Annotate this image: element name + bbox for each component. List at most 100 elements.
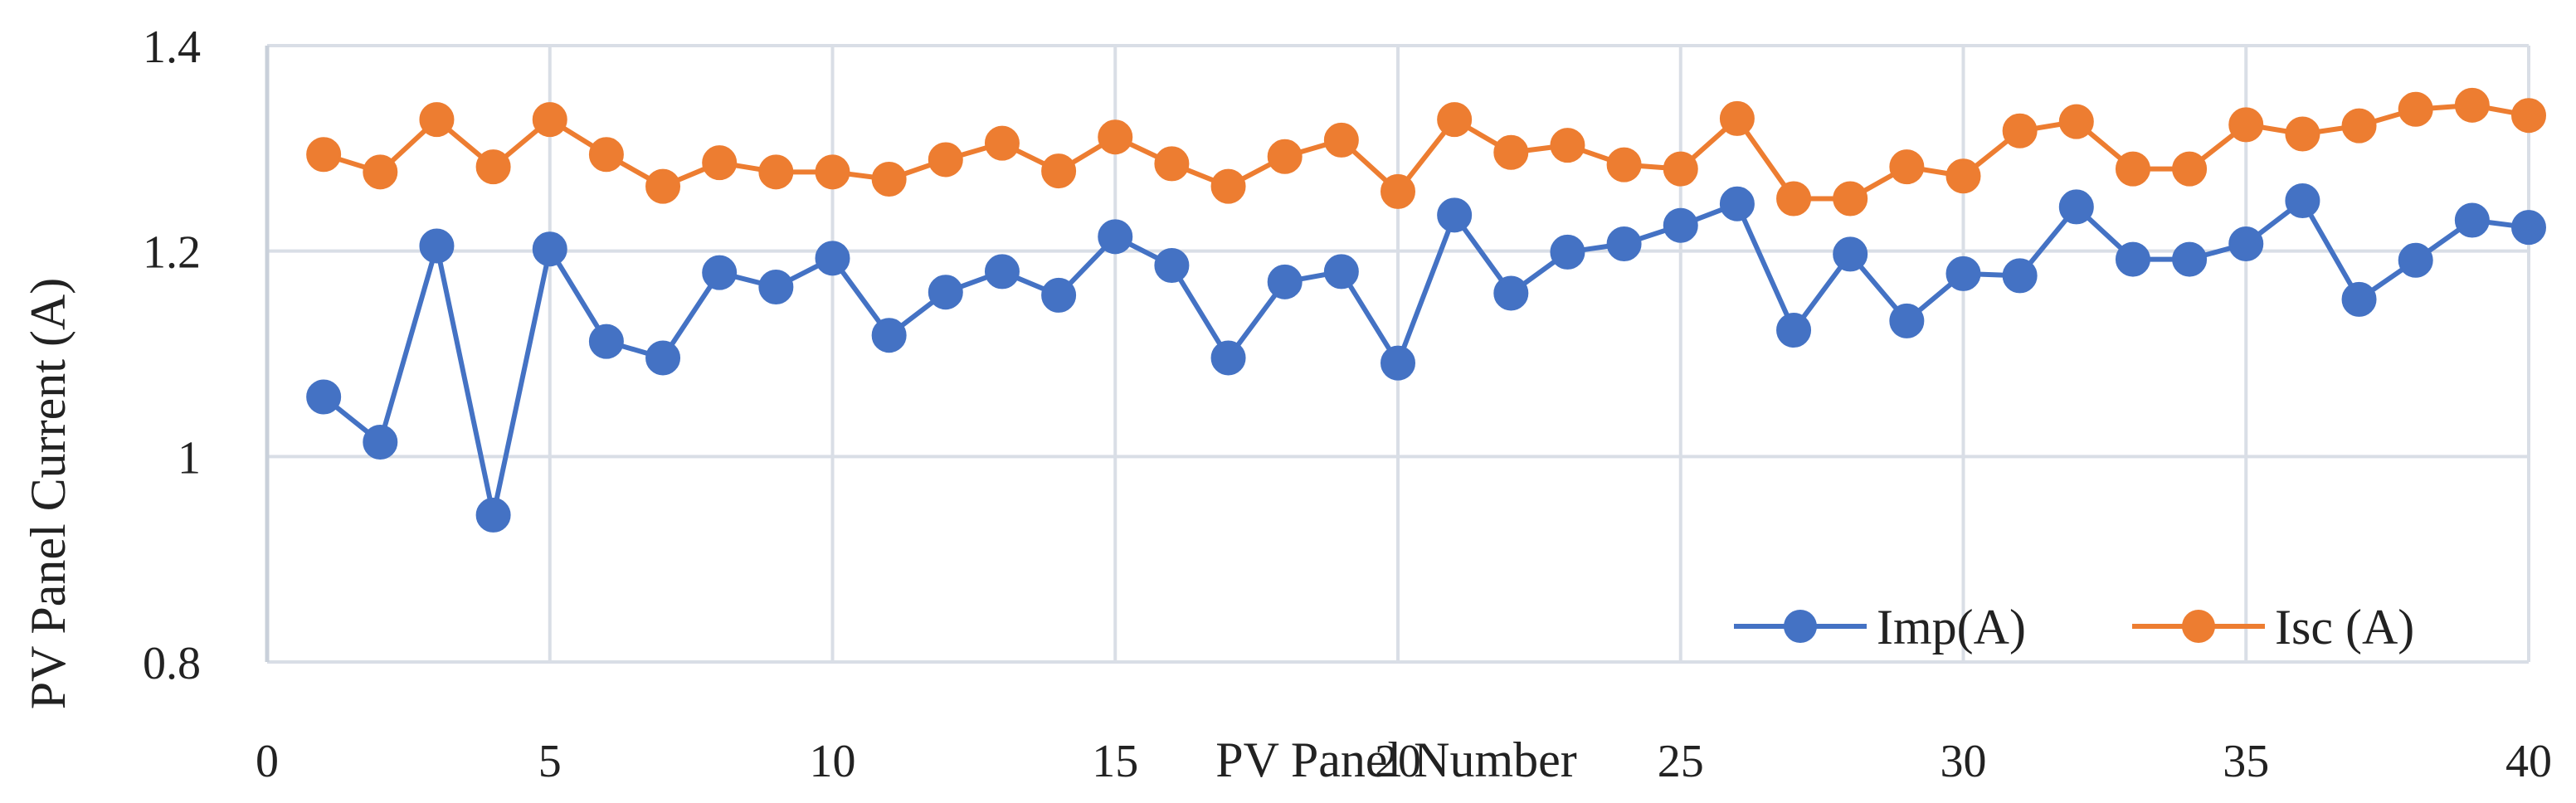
data-point bbox=[1945, 158, 1981, 194]
data-point bbox=[1889, 303, 1925, 338]
data-point bbox=[1098, 119, 1133, 155]
data-point bbox=[2172, 151, 2208, 187]
data-point bbox=[702, 145, 738, 181]
data-point bbox=[2454, 87, 2490, 123]
data-point bbox=[363, 424, 398, 460]
legend-marker bbox=[1784, 610, 1817, 643]
y-tick-label: 1 bbox=[178, 432, 201, 484]
data-point bbox=[1493, 134, 1529, 170]
data-point bbox=[815, 154, 850, 190]
data-point bbox=[1606, 147, 1642, 182]
data-point bbox=[1776, 181, 1812, 217]
data-point bbox=[1606, 226, 1642, 261]
data-point bbox=[928, 142, 963, 178]
data-point bbox=[588, 324, 624, 359]
data-point bbox=[702, 255, 738, 290]
series-layer bbox=[306, 87, 2546, 533]
y-tick-label: 1.2 bbox=[143, 227, 201, 279]
data-point bbox=[2398, 91, 2433, 127]
data-point bbox=[1381, 173, 1415, 209]
data-point bbox=[1267, 139, 1303, 174]
x-tick-label: 30 bbox=[1941, 736, 1987, 787]
y-axis-title: PV Panel Current (A) bbox=[21, 278, 75, 710]
data-point bbox=[2002, 258, 2038, 294]
data-point bbox=[1493, 275, 1529, 311]
data-point bbox=[2511, 210, 2546, 246]
data-point bbox=[1833, 181, 1868, 217]
data-point bbox=[1154, 146, 1190, 182]
data-point bbox=[1776, 313, 1812, 348]
data-point bbox=[419, 102, 455, 138]
data-point bbox=[1267, 264, 1303, 299]
data-point bbox=[2341, 281, 2377, 317]
data-point bbox=[2285, 182, 2320, 218]
data-point bbox=[1381, 345, 1415, 381]
data-point bbox=[928, 275, 963, 310]
data-point bbox=[1833, 236, 1868, 272]
data-point bbox=[2058, 104, 2094, 139]
data-point bbox=[2341, 108, 2377, 144]
data-point bbox=[1719, 186, 1755, 221]
x-tick-labels: 0 5 10 15 20 25 30 35 40 bbox=[256, 736, 2552, 787]
data-point bbox=[2454, 202, 2490, 238]
data-point bbox=[1210, 340, 1246, 376]
legend-label: Isc (A) bbox=[2275, 600, 2414, 655]
x-tick-label: 5 bbox=[538, 736, 562, 787]
legend-label: Imp(A) bbox=[1877, 600, 2026, 655]
legend-item: Isc (A) bbox=[2132, 600, 2414, 655]
data-point bbox=[1098, 219, 1133, 255]
data-point bbox=[2115, 241, 2150, 277]
data-point bbox=[419, 228, 455, 264]
data-point bbox=[1210, 168, 1246, 204]
data-point bbox=[871, 161, 907, 197]
x-axis-title: PV Panel Number bbox=[1215, 732, 1577, 787]
data-point bbox=[1663, 151, 1698, 187]
data-point bbox=[1945, 256, 1981, 291]
data-point bbox=[1663, 207, 1698, 243]
x-tick-label: 35 bbox=[2223, 736, 2269, 787]
y-tick-label: 0.8 bbox=[143, 638, 201, 689]
data-point bbox=[645, 168, 681, 204]
data-point bbox=[1437, 197, 1473, 233]
series-isc bbox=[306, 87, 2546, 217]
x-tick-label: 0 bbox=[256, 736, 279, 787]
data-point bbox=[1550, 128, 1585, 163]
legend-marker bbox=[2182, 610, 2215, 643]
data-point bbox=[1154, 248, 1190, 284]
data-point bbox=[758, 154, 794, 190]
data-point bbox=[588, 137, 624, 173]
data-point bbox=[645, 340, 681, 376]
data-point bbox=[2511, 98, 2546, 134]
x-tick-label: 15 bbox=[1092, 736, 1138, 787]
data-point bbox=[2228, 226, 2264, 261]
data-point bbox=[984, 254, 1020, 290]
data-point bbox=[815, 241, 850, 276]
y-tick-labels: 0.8 1 1.2 1.4 bbox=[143, 22, 201, 689]
data-point bbox=[1323, 254, 1359, 290]
data-point bbox=[532, 102, 567, 138]
x-tick-label: 25 bbox=[1658, 736, 1704, 787]
data-point bbox=[2172, 241, 2208, 277]
x-tick-label: 40 bbox=[2505, 736, 2552, 787]
series-line bbox=[323, 102, 2530, 202]
series-line bbox=[322, 197, 2530, 518]
data-point bbox=[306, 379, 342, 415]
x-tick-label: 20 bbox=[1375, 736, 1421, 787]
data-point bbox=[2115, 151, 2150, 187]
data-point bbox=[2058, 189, 2094, 225]
data-point bbox=[1550, 234, 1585, 270]
data-point bbox=[2398, 242, 2433, 278]
data-point bbox=[475, 497, 511, 533]
data-point bbox=[1889, 149, 1925, 185]
data-point bbox=[1719, 100, 1755, 136]
data-point bbox=[1041, 153, 1077, 189]
legend: Imp(A) Isc (A) bbox=[1734, 600, 2414, 655]
data-point bbox=[984, 125, 1020, 161]
legend-item: Imp(A) bbox=[1734, 600, 2026, 655]
y-tick-label: 1.4 bbox=[143, 22, 201, 73]
data-point bbox=[758, 270, 794, 305]
data-point bbox=[475, 149, 511, 185]
data-point bbox=[2285, 116, 2320, 152]
data-point bbox=[871, 318, 907, 353]
